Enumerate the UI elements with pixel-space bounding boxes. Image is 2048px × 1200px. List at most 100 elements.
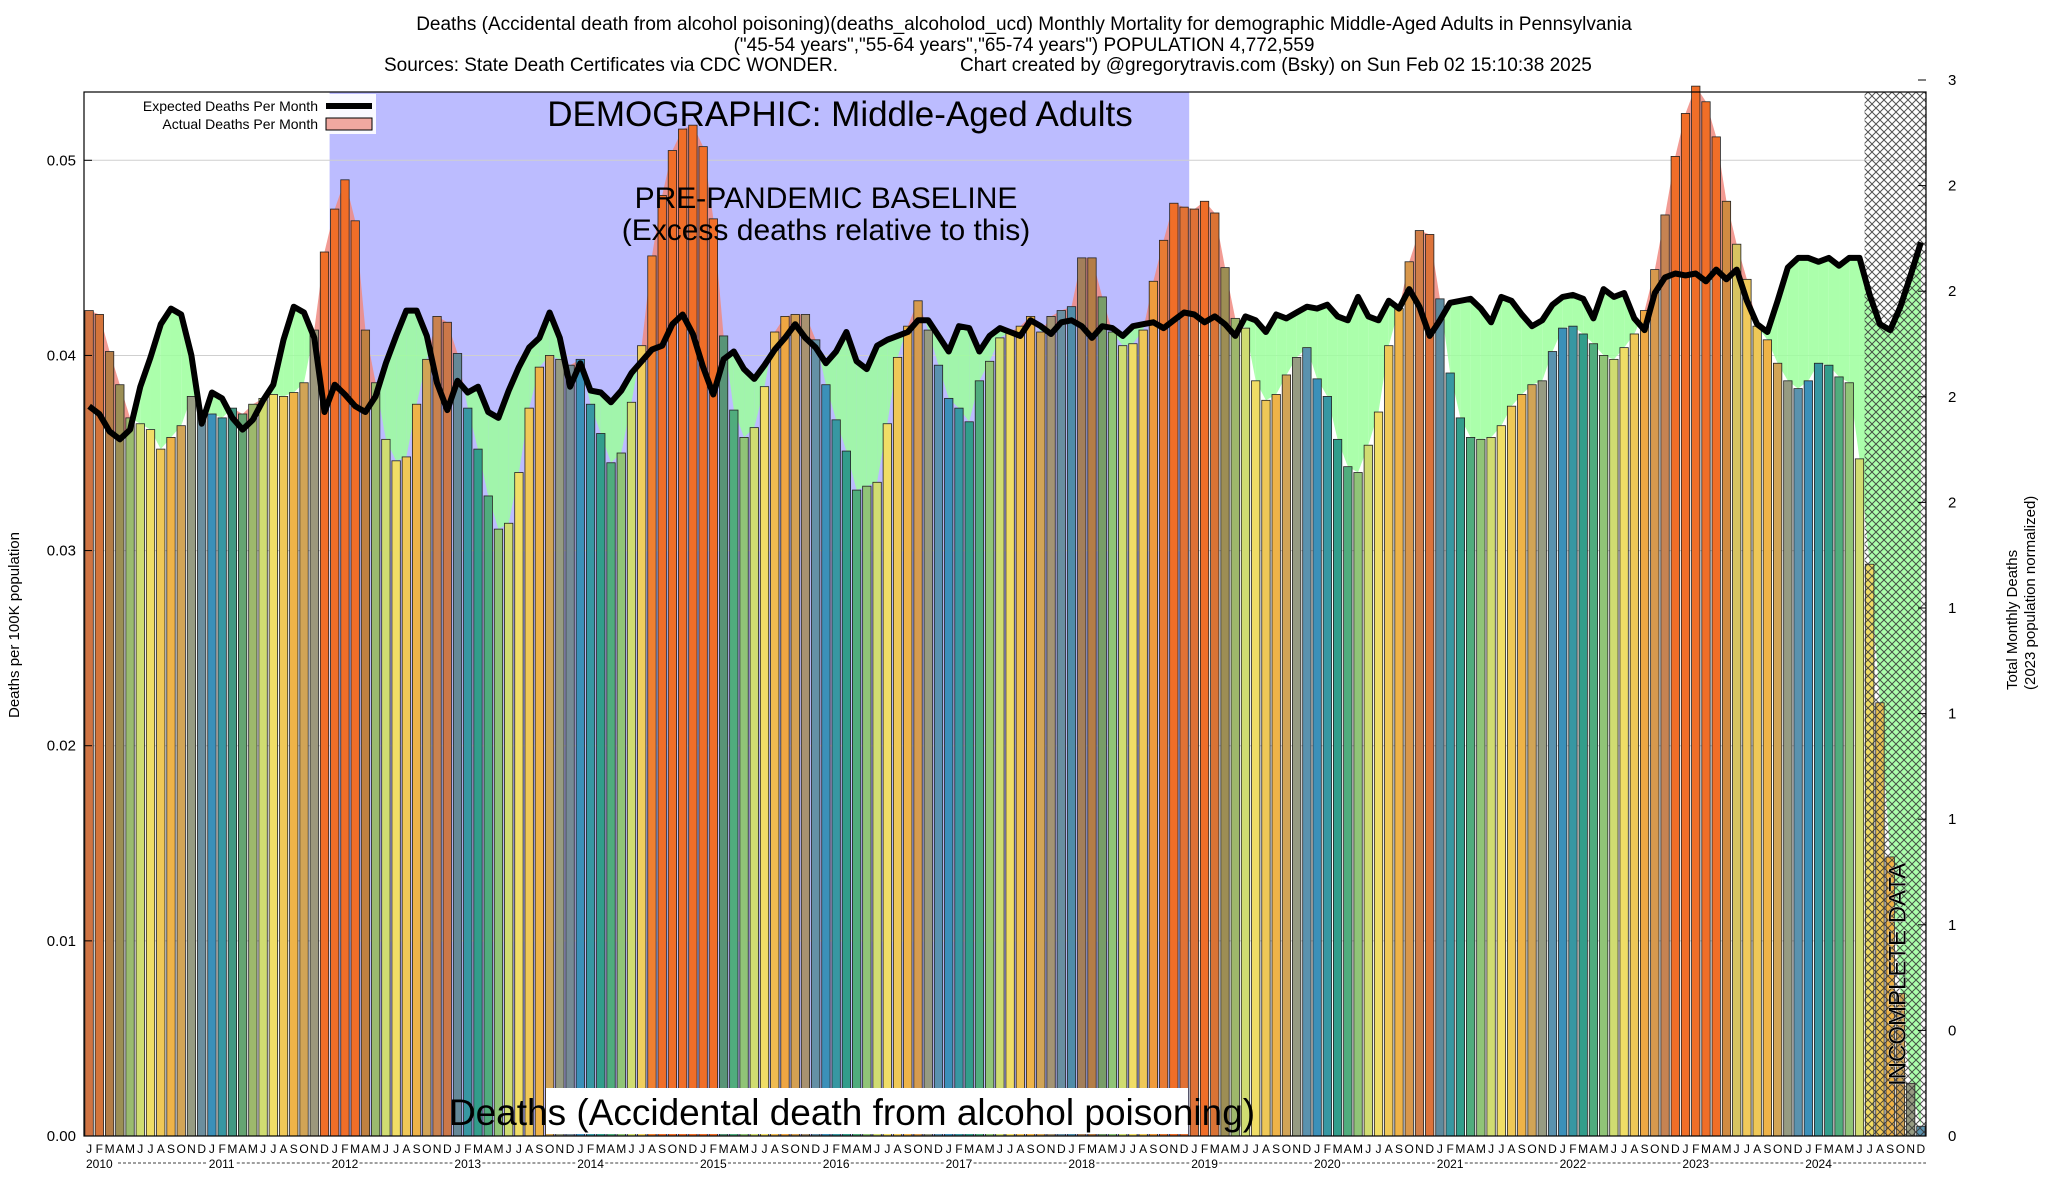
bar-month-34 xyxy=(432,316,442,1137)
bar-month-168 xyxy=(1803,380,1813,1137)
x-month-label: N xyxy=(187,1142,196,1156)
x-month-label: J xyxy=(1805,1142,1811,1156)
deficit-fill xyxy=(498,390,509,530)
deficit-fill xyxy=(1532,320,1543,385)
x-month-label: A xyxy=(1385,1142,1393,1156)
y2-tick-label: 2 xyxy=(1948,178,1956,195)
bar-month-103 xyxy=(1138,329,1148,1137)
x-month-label: A xyxy=(525,1142,533,1156)
bar-month-133 xyxy=(1445,372,1455,1137)
x-month-label: M xyxy=(1333,1142,1343,1156)
bar-month-170 xyxy=(1824,364,1834,1137)
x-year-label: 2024 xyxy=(1805,1157,1832,1171)
x-month-label: M xyxy=(719,1142,729,1156)
x-month-label: F xyxy=(587,1142,594,1156)
bar-month-13 xyxy=(217,417,227,1137)
x-month-label: S xyxy=(1027,1142,1035,1156)
deficit-fill xyxy=(1460,298,1471,438)
x-month-label: A xyxy=(1221,1142,1229,1156)
x-month-label: M xyxy=(964,1142,974,1156)
bar-month-76 xyxy=(862,485,872,1137)
x-month-label: D xyxy=(1180,1142,1189,1156)
x-month-label: A xyxy=(1098,1142,1106,1156)
bar-month-42 xyxy=(514,472,524,1137)
x-month-label: N xyxy=(1784,1142,1793,1156)
x-month-label: S xyxy=(658,1142,666,1156)
bar-month-78 xyxy=(882,423,892,1137)
bar-month-16 xyxy=(248,403,258,1137)
sources-text: Sources: State Death Certificates via CD… xyxy=(384,55,839,76)
x-month-label: O xyxy=(177,1142,186,1156)
x-month-label: F xyxy=(1078,1142,1085,1156)
x-month-label: O xyxy=(299,1142,308,1156)
deficit-fill xyxy=(1491,296,1502,438)
x-month-label: M xyxy=(596,1142,606,1156)
x-month-label: M xyxy=(1476,1142,1486,1156)
x-year-label: 2020 xyxy=(1314,1157,1341,1171)
x-month-label: J xyxy=(1242,1142,1248,1156)
deficit-fill xyxy=(1378,300,1389,413)
x-month-label: N xyxy=(556,1142,565,1156)
bar-month-20 xyxy=(289,392,299,1137)
deficit-fill xyxy=(467,386,478,450)
y2-tick-label: 2 xyxy=(1948,494,1956,511)
bar-month-44 xyxy=(534,366,544,1137)
bar-month-35 xyxy=(442,321,452,1137)
x-month-label: M xyxy=(350,1142,360,1156)
bar-month-25 xyxy=(340,179,350,1137)
bar-month-37 xyxy=(463,407,473,1137)
x-month-label: J xyxy=(751,1142,757,1156)
bar-month-85 xyxy=(954,407,964,1137)
x-month-label: J xyxy=(700,1142,706,1156)
x-month-label: M xyxy=(1107,1142,1117,1156)
y2-tick-label: 1 xyxy=(1948,811,1956,828)
bar-month-61 xyxy=(708,218,718,1137)
bar-month-28 xyxy=(371,382,381,1137)
bottom-title: Deaths (Accidental death from alcohol po… xyxy=(449,1092,1255,1133)
plot-frame xyxy=(83,91,1927,1137)
bar-month-125 xyxy=(1363,444,1373,1137)
bar-month-87 xyxy=(974,380,985,1137)
bar-month-152 xyxy=(1639,310,1650,1137)
x-month-label: D xyxy=(443,1142,452,1156)
x-month-label: A xyxy=(730,1142,738,1156)
x-month-label: M xyxy=(616,1142,626,1156)
x-month-label: O xyxy=(422,1142,431,1156)
x-month-label: S xyxy=(535,1142,543,1156)
bar-month-90 xyxy=(1005,331,1015,1137)
x-month-label: N xyxy=(1538,1142,1547,1156)
bar-month-65 xyxy=(749,427,759,1137)
x-month-label: A xyxy=(1508,1142,1516,1156)
x-year-label: 2019 xyxy=(1191,1157,1218,1171)
deficit-fill xyxy=(1255,320,1266,401)
x-month-label: J xyxy=(383,1142,389,1156)
x-month-label: A xyxy=(280,1142,288,1156)
bar-month-118 xyxy=(1292,356,1302,1137)
x-month-label: D xyxy=(811,1142,820,1156)
bar-month-24 xyxy=(330,208,340,1137)
bar-month-73 xyxy=(831,419,841,1137)
legend-actual-swatch xyxy=(325,117,373,131)
x-year-label: 2013 xyxy=(454,1157,481,1171)
bar-month-60 xyxy=(698,146,708,1137)
deficit-fill xyxy=(1787,257,1799,389)
bar-month-1 xyxy=(94,314,104,1137)
bar-month-110 xyxy=(1210,212,1220,1137)
bar-month-55 xyxy=(647,255,657,1137)
deficit-fill xyxy=(396,310,407,461)
x-month-label: D xyxy=(934,1142,943,1156)
bar-month-83 xyxy=(933,364,944,1137)
incomplete-label: INCOMPLETE DATA xyxy=(1884,863,1911,1086)
bar-month-121 xyxy=(1322,396,1332,1137)
x-year-label: 2022 xyxy=(1560,1157,1587,1171)
x-month-label: A xyxy=(157,1142,165,1156)
bar-month-161 xyxy=(1732,243,1742,1137)
bar-month-92 xyxy=(1025,316,1036,1137)
bar-month-53 xyxy=(626,401,637,1137)
bar-month-11 xyxy=(197,409,207,1137)
bar-month-105 xyxy=(1159,239,1169,1137)
deficit-fill xyxy=(856,361,867,491)
x-month-label: D xyxy=(197,1142,206,1156)
deficit-fill xyxy=(1511,300,1522,407)
